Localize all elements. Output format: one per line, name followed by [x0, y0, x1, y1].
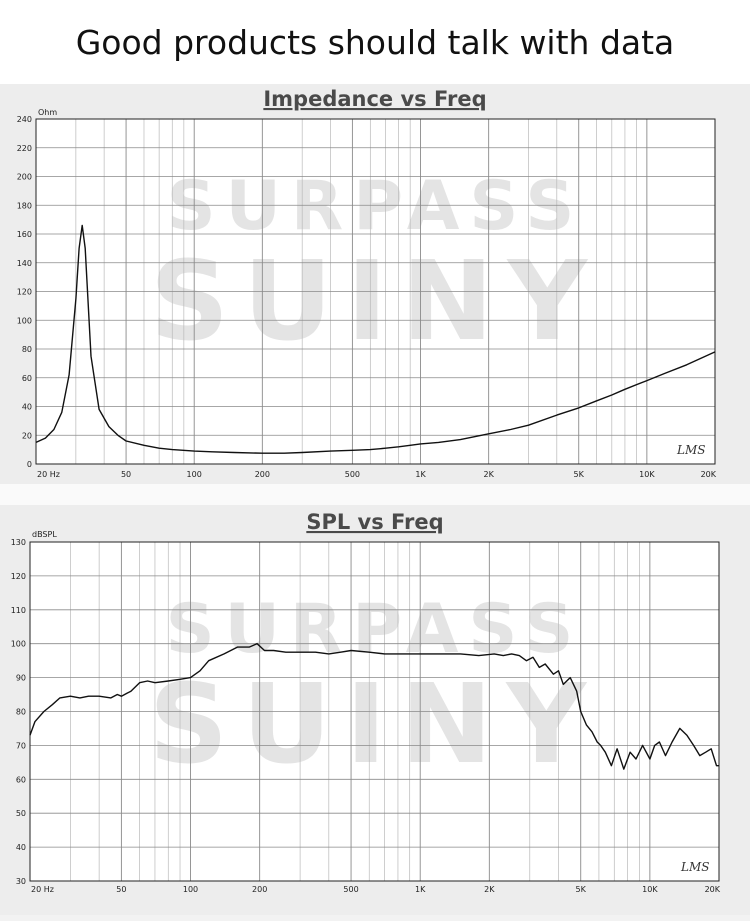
impedance-lms-logo: LMS — [676, 443, 705, 457]
spl-x-tick-label: 1K — [415, 885, 426, 894]
spl-chart-title: SPL vs Freq — [306, 510, 443, 534]
spl-x-tick-label: 50 — [116, 885, 126, 894]
impedance-chart-panel: SURPASS SUINY 0 20 40 60 80 100 120 140 160 180 200 2… — [0, 84, 750, 484]
impedance-y-tick-label: 160 — [17, 230, 32, 239]
impedance-y-tick-label: 0 — [27, 460, 32, 469]
impedance-x-tick-label: 20 Hz — [37, 470, 60, 479]
spl-y-tick-label: 70 — [16, 741, 26, 750]
spl-y-tick-label: 30 — [16, 877, 26, 886]
spl-y-tick-label: 110 — [11, 606, 26, 615]
spl-y-tick-label: 120 — [11, 572, 26, 581]
spl-y-axis-label: dBSPL — [32, 530, 57, 539]
impedance-y-tick-label: 60 — [22, 374, 32, 383]
spl-x-tick-label: 20 Hz — [31, 885, 54, 894]
spl-plot-frame — [29, 541, 720, 882]
spl-x-tick-label: 500 — [343, 885, 358, 894]
spl-y-tick-label: 60 — [16, 775, 26, 784]
spl-x-tick-label: 20K — [705, 885, 721, 894]
impedance-y-tick-label: 180 — [17, 201, 32, 210]
impedance-x-tick-label: 500 — [345, 470, 360, 479]
impedance-x-tick-label: 20K — [701, 470, 717, 479]
spl-y-tick-label: 100 — [11, 640, 26, 649]
impedance-series-line — [35, 224, 716, 454]
impedance-y-tick-label: 200 — [17, 173, 32, 182]
spl-x-tick-label: 10K — [642, 885, 658, 894]
impedance-x-tick-label: 100 — [187, 470, 202, 479]
page-headline: Good products should talk with data — [0, 0, 750, 84]
watermark-line2: SUINY — [150, 237, 601, 365]
impedance-y-tick-label: 40 — [22, 403, 32, 412]
spl-x-tick-label: 2K — [484, 885, 495, 894]
impedance-x-tick-label: 200 — [255, 470, 270, 479]
impedance-y-tick-label: 220 — [17, 144, 32, 153]
spl-chart-panel: SURPASS SUINY 30 40 50 60 70 80 90 100 110 120 130 20… — [0, 505, 750, 915]
impedance-y-tick-label: 20 — [22, 431, 32, 440]
impedance-chart-title: Impedance vs Freq — [263, 87, 486, 111]
impedance-x-tick-label: 2K — [483, 470, 494, 479]
watermark-line2: SUINY — [149, 660, 600, 788]
spl-y-tick-label: 90 — [16, 674, 26, 683]
impedance-y-tick-label: 240 — [17, 115, 32, 124]
spl-x-tick-label: 200 — [252, 885, 267, 894]
impedance-y-tick-label: 120 — [17, 288, 32, 297]
bottom-strip — [0, 915, 750, 921]
impedance-x-tick-label: 1K — [415, 470, 426, 479]
spl-y-tick-label: 50 — [16, 809, 26, 818]
spl-series-line — [29, 643, 719, 770]
spl-y-tick-label: 130 — [11, 538, 26, 547]
spl-x-tick-label: 5K — [576, 885, 587, 894]
spl-lms-logo: LMS — [680, 860, 709, 874]
chart-separator — [0, 484, 750, 505]
spl-x-tick-label: 100 — [183, 885, 198, 894]
spl-y-tick-label: 80 — [16, 708, 26, 717]
impedance-y-tick-label: 80 — [22, 345, 32, 354]
impedance-x-tick-label: 50 — [121, 470, 131, 479]
impedance-x-tick-label: 10K — [639, 470, 655, 479]
impedance-plot-frame — [35, 118, 716, 465]
impedance-y-tick-label: 140 — [17, 259, 32, 268]
impedance-y-axis-label: Ohm — [38, 108, 57, 117]
spl-y-tick-label: 40 — [16, 843, 26, 852]
impedance-x-tick-label: 5K — [574, 470, 585, 479]
impedance-y-tick-label: 100 — [17, 316, 32, 325]
